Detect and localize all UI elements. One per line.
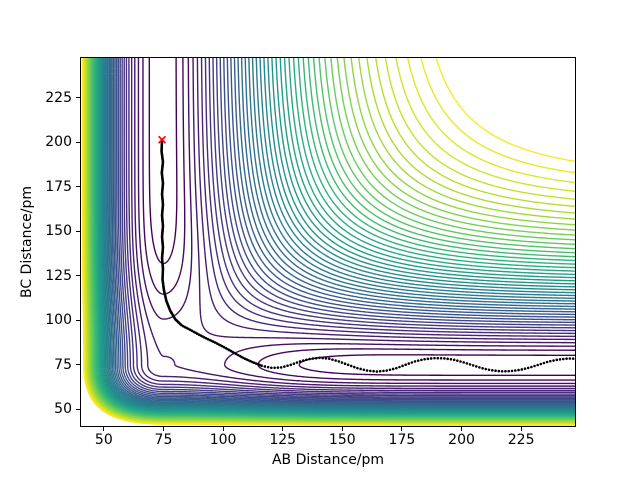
x-tick [222,427,224,431]
x-tick-label: 150 [328,432,356,448]
x-tick-label: 50 [94,432,113,448]
y-tick-label: 175 [45,178,72,195]
y-tick-label: 225 [45,89,72,106]
y-tick [76,364,80,366]
x-tick [162,427,164,431]
plot-area [80,57,576,427]
y-axis-label: BC Distance/pm [19,185,35,299]
x-tick-label: 125 [269,432,297,448]
x-tick-label: 75 [154,432,173,448]
y-tick [76,97,80,99]
y-tick [76,408,80,410]
y-tick-label: 150 [45,223,72,240]
x-tick [341,427,343,431]
x-tick [401,427,403,431]
y-tick-label: 100 [45,312,72,329]
y-tick [76,141,80,143]
y-tick [76,319,80,321]
x-tick [282,427,284,431]
x-tick-label: 200 [448,432,475,448]
x-tick [103,427,105,431]
x-axis-label: AB Distance/pm [271,452,385,468]
y-tick [76,230,80,232]
x-tick [461,427,463,431]
y-tick-label: 75 [54,356,72,373]
y-tick [76,186,80,188]
x-tick [520,427,522,431]
x-tick-label: 175 [388,432,416,448]
y-tick [76,275,80,277]
contour-canvas [80,57,576,427]
x-tick-label: 225 [507,432,535,448]
x-tick-label: 100 [209,432,237,448]
y-tick-label: 200 [45,134,72,151]
y-tick-label: 50 [54,401,72,418]
y-tick-label: 125 [45,267,72,284]
